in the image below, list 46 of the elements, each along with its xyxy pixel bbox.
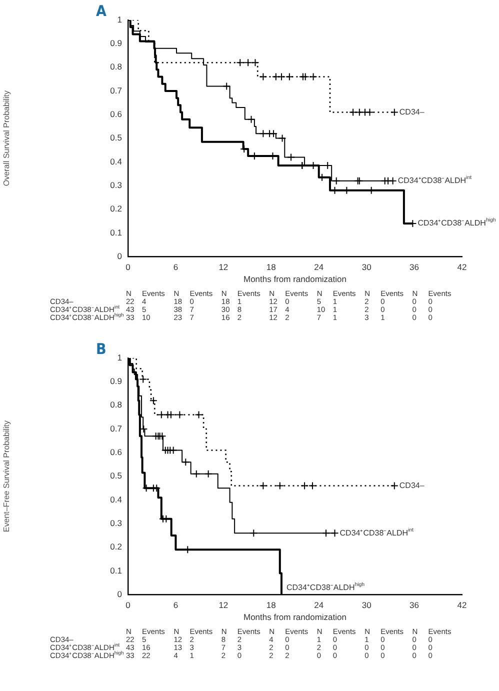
y-tick-label: 0.8 [110, 62, 122, 72]
series-label: CD34– [399, 107, 425, 116]
x-tick-label: 12 [218, 262, 228, 272]
x-tick-label: 12 [218, 600, 228, 610]
x-tick-label: 36 [410, 600, 420, 610]
y-tick-label: 0.4 [110, 494, 122, 504]
x-axis-title: Months from randomization [244, 274, 347, 284]
y-tick-label: 1 [117, 352, 122, 362]
x-tick-label: 30 [362, 600, 372, 610]
y-tick-label: 0.3 [110, 180, 122, 190]
y-tick-label: 0.2 [110, 204, 122, 214]
x-tick-label: 0 [126, 600, 131, 610]
y-tick-label: 0.7 [110, 423, 122, 434]
y-tick-label: 0 [117, 250, 122, 261]
x-tick-label: 6 [173, 600, 178, 610]
y-axis-title: Overall Survival Probability [2, 90, 12, 186]
y-tick-label: 0.1 [110, 565, 122, 576]
x-tick-label: 18 [266, 262, 276, 272]
y-tick-label: 0.9 [110, 38, 122, 48]
y-tick-label: 0 [117, 588, 122, 599]
y-tick-label: 0.9 [110, 376, 122, 386]
x-tick-label: 24 [314, 600, 324, 610]
x-tick-label: 36 [410, 262, 420, 272]
y-tick-label: 0.5 [110, 470, 122, 481]
y-tick-label: 0.3 [110, 518, 122, 528]
x-tick-label: 18 [266, 600, 276, 610]
y-tick-label: 0.6 [110, 108, 122, 119]
x-tick-label: 42 [457, 600, 467, 610]
y-tick-label: 0.6 [110, 446, 122, 457]
series-label: CD34– [399, 480, 425, 490]
y-tick-label: 0.5 [110, 132, 122, 143]
chart-title: A [96, 2, 106, 20]
y-tick-label: 0.1 [110, 227, 122, 238]
y-tick-label: 1 [117, 14, 122, 24]
y-tick-label: 0.7 [110, 85, 122, 96]
y-axis-title: Event–Free Survival Probability [2, 420, 12, 532]
x-tick-label: 42 [457, 262, 467, 272]
x-tick-label: 30 [362, 262, 372, 272]
y-tick-label: 0.4 [110, 156, 122, 166]
x-tick-label: 6 [173, 262, 178, 272]
y-tick-label: 0.2 [110, 542, 122, 552]
y-tick-label: 0.8 [110, 400, 122, 410]
x-tick-label: 0 [126, 262, 131, 272]
x-tick-label: 24 [314, 262, 324, 272]
x-axis-title: Months from randomization [244, 612, 347, 622]
chart-title: B [96, 340, 106, 358]
